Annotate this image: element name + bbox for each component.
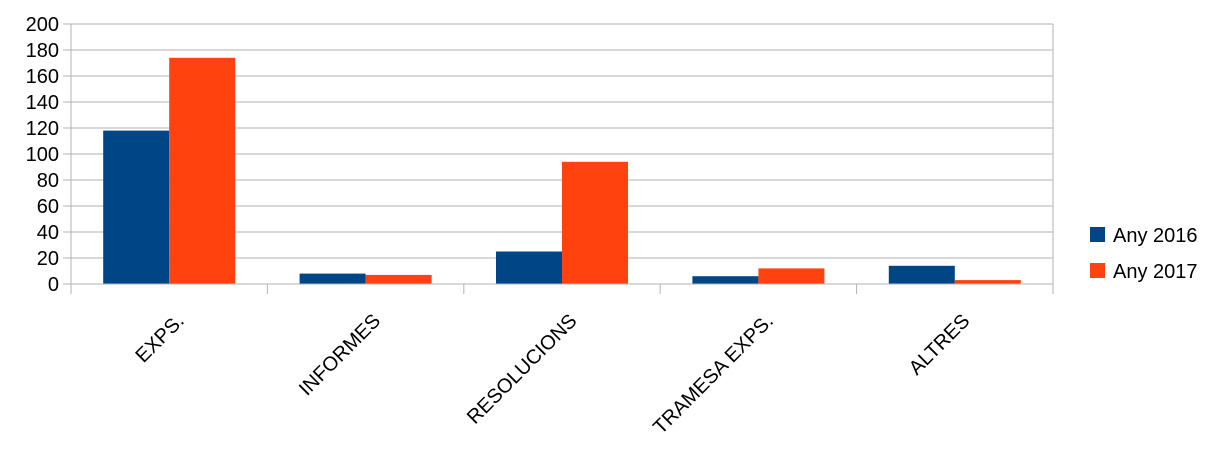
y-tick-label: 140 bbox=[26, 92, 59, 114]
x-category-label: TRAMESA EXPS. bbox=[649, 310, 778, 439]
y-tick-label: 80 bbox=[37, 170, 59, 192]
bar-any-2017 bbox=[169, 57, 236, 284]
bar-any-2016 bbox=[496, 251, 562, 284]
y-axis-ticks: 0 20 40 60 80 100 120 140 160 180 200 bbox=[26, 14, 71, 296]
legend-label-any-2016: Any 2016 bbox=[1113, 225, 1198, 247]
legend-label-any-2017: Any 2017 bbox=[1113, 261, 1198, 283]
y-tick-label: 200 bbox=[26, 14, 59, 36]
x-axis-labels: EXPS. INFORMES RESOLUCIONS TRAMESA EXPS. ALT… bbox=[132, 310, 975, 439]
bars bbox=[103, 57, 1021, 284]
legend: Any 2016 Any 2017 bbox=[1090, 225, 1198, 283]
legend-swatch-any-2016 bbox=[1090, 227, 1105, 242]
y-tick-label: 20 bbox=[37, 248, 59, 270]
bar-any-2017 bbox=[562, 161, 628, 284]
bar-any-2016 bbox=[888, 265, 955, 284]
y-tick-label: 120 bbox=[26, 118, 59, 140]
y-tick-label: 40 bbox=[37, 222, 59, 244]
x-category-label: INFORMES bbox=[295, 310, 385, 400]
y-tick-label: 60 bbox=[37, 196, 59, 218]
x-category-label: EXPS. bbox=[132, 310, 189, 367]
y-tick-label: 160 bbox=[26, 66, 59, 88]
bar-any-2017 bbox=[758, 268, 825, 284]
bar-any-2016 bbox=[103, 130, 170, 284]
y-tick-label: 0 bbox=[48, 274, 59, 296]
bar-any-2017 bbox=[954, 280, 1021, 284]
y-tick-label: 100 bbox=[26, 144, 59, 166]
bar-any-2017 bbox=[365, 274, 432, 284]
x-category-label: ALTRES bbox=[905, 310, 975, 380]
x-category-label: RESOLUCIONS bbox=[463, 310, 582, 429]
bar-any-2016 bbox=[299, 273, 366, 284]
y-tick-label: 180 bbox=[26, 40, 59, 62]
legend-swatch-any-2017 bbox=[1090, 263, 1105, 278]
bar-any-2016 bbox=[692, 276, 759, 284]
x-axis bbox=[63, 283, 1054, 294]
